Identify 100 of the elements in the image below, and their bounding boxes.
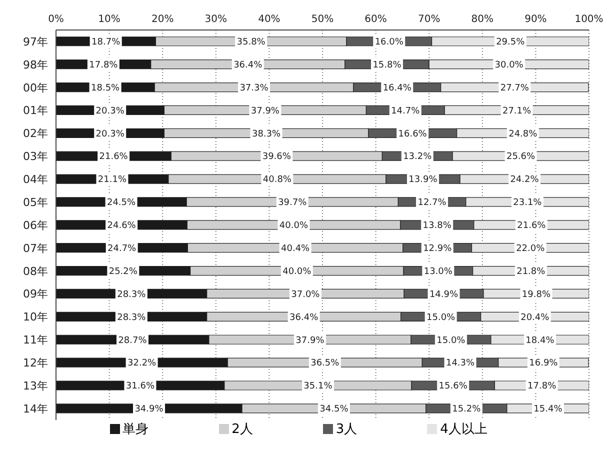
data-label: 18.4%: [526, 336, 555, 346]
y-tick-label: 12年: [23, 356, 48, 370]
data-label: 24.5%: [106, 198, 136, 208]
legend-label: 2人: [230, 421, 253, 438]
data-label: 17.8%: [528, 382, 557, 392]
data-label: 22.0%: [516, 244, 546, 254]
data-label: 21.1%: [98, 175, 127, 186]
x-tick-label: 60%: [364, 14, 387, 25]
y-tick-label: 98年: [23, 58, 48, 72]
x-tick-label: 40%: [258, 14, 280, 25]
data-label: 21.6%: [99, 152, 128, 162]
data-label: 16.6%: [398, 129, 428, 140]
y-tick-label: 11年: [23, 334, 48, 347]
data-label: 36.4%: [290, 312, 319, 323]
data-label: 28.7%: [118, 336, 148, 346]
y-tick-label: 09年: [23, 288, 48, 301]
data-label: 14.9%: [429, 290, 458, 300]
y-tick-label: 03年: [23, 150, 48, 164]
data-label: 37.9%: [296, 336, 325, 346]
data-label: 13.9%: [408, 175, 438, 186]
data-label: 13.0%: [424, 266, 453, 277]
data-label: 36.5%: [310, 358, 340, 369]
data-label: 36.4%: [234, 60, 263, 70]
data-label: 18.7%: [92, 38, 121, 48]
data-label: 14.3%: [446, 358, 476, 369]
y-tick-label: 01年: [23, 104, 48, 118]
y-tick-label: 04年: [23, 173, 48, 186]
y-tick-label: 13年: [23, 379, 48, 392]
data-label: 12.9%: [423, 244, 452, 254]
x-tick-label: 100%: [574, 14, 604, 25]
data-label: 12.7%: [418, 198, 447, 208]
y-tick-label: 02年: [23, 127, 48, 140]
data-label: 40.0%: [282, 266, 312, 277]
data-label: 20.4%: [520, 312, 550, 323]
data-label: 35.1%: [304, 382, 333, 392]
x-tick-label: 30%: [204, 14, 228, 25]
data-label: 21.6%: [517, 221, 546, 232]
y-tick-label: 08年: [23, 264, 48, 278]
data-label: 16.9%: [529, 358, 558, 369]
data-label: 37.9%: [250, 106, 280, 116]
data-label: 24.2%: [510, 175, 540, 186]
data-label: 17.8%: [89, 60, 118, 70]
data-label: 34.5%: [320, 404, 349, 415]
data-label: 16.4%: [382, 83, 412, 94]
data-label: 25.6%: [506, 152, 536, 162]
data-label: 31.6%: [126, 382, 155, 392]
data-label: 30.0%: [494, 60, 524, 70]
data-label: 35.8%: [236, 38, 266, 48]
data-label: 37.3%: [240, 83, 269, 94]
x-tick-label: 70%: [418, 14, 440, 25]
y-tick-label: 07年: [23, 242, 48, 255]
x-tick-label: 20%: [151, 14, 174, 25]
x-tick-label: 0%: [48, 14, 64, 25]
data-label: 27.7%: [500, 83, 530, 94]
data-label: 24.8%: [508, 129, 538, 140]
x-tick-label: 50%: [311, 14, 334, 25]
data-label: 27.1%: [502, 106, 532, 116]
legend-label: 4人以上: [439, 421, 488, 438]
legend-label: 単身: [122, 421, 149, 438]
y-tick-label: 05年: [23, 196, 48, 209]
y-tick-label: 14年: [23, 402, 48, 416]
data-label: 16.0%: [374, 38, 404, 48]
data-label: 15.0%: [436, 336, 466, 346]
data-label: 40.4%: [281, 244, 310, 254]
data-label: 15.4%: [534, 404, 563, 415]
data-label: 40.0%: [279, 221, 308, 232]
data-label: 24.7%: [108, 244, 137, 254]
data-label: 29.5%: [496, 38, 526, 48]
data-label: 37.0%: [291, 290, 320, 300]
y-tick-label: 97年: [23, 35, 48, 48]
data-label: 15.6%: [438, 382, 468, 392]
data-label: 39.7%: [278, 198, 308, 208]
data-label: 20.3%: [96, 106, 125, 116]
data-label: 13.8%: [422, 221, 452, 232]
data-label: 19.8%: [522, 290, 551, 300]
data-label: 23.1%: [513, 198, 542, 208]
data-label: 38.3%: [252, 129, 282, 140]
data-label: 15.0%: [426, 312, 456, 323]
data-label: 21.8%: [516, 266, 546, 277]
data-label: 15.8%: [372, 60, 402, 70]
x-tick-label: 10%: [98, 14, 120, 25]
data-label: 18.5%: [91, 83, 120, 94]
data-label: 24.6%: [107, 221, 136, 232]
y-tick-label: 06年: [23, 218, 48, 232]
data-label: 14.7%: [391, 106, 420, 116]
legend-label: 3人: [334, 421, 358, 438]
data-label: 28.3%: [117, 290, 146, 300]
y-tick-label: 00年: [23, 81, 48, 94]
data-label: 34.9%: [134, 404, 164, 415]
x-tick-label: 90%: [524, 14, 547, 25]
data-label: 25.2%: [108, 266, 138, 277]
x-tick-label: 80%: [471, 14, 494, 25]
data-label: 40.8%: [262, 175, 292, 186]
data-label: 28.3%: [117, 312, 146, 323]
data-label: 39.6%: [262, 152, 292, 162]
data-label: 15.2%: [452, 404, 482, 415]
data-label: 13.2%: [403, 152, 432, 162]
data-label: 32.2%: [128, 358, 157, 369]
data-label: 20.3%: [96, 129, 125, 140]
y-tick-label: 10年: [23, 310, 48, 324]
